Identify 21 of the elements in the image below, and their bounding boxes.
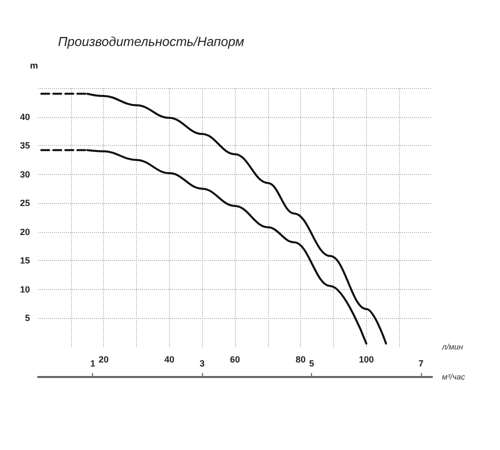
y-tick-label: 10 — [20, 284, 30, 294]
x-tick-label: 20 — [98, 354, 109, 364]
x2-tick-label: 7 — [418, 358, 424, 368]
y-tick-label: 35 — [20, 140, 30, 151]
y-tick-label: 30 — [20, 169, 30, 180]
y-tick-label: 5 — [24, 313, 30, 324]
y-tick-label: 15 — [20, 256, 30, 266]
y-tick-label: 25 — [20, 198, 30, 208]
x-tick-label: 60 — [230, 354, 240, 364]
y-axis-title: m — [30, 60, 38, 70]
x-tick-label: 40 — [164, 354, 174, 364]
x2-tick-label: 3 — [200, 358, 205, 368]
x-tick-label: 80 — [296, 354, 306, 364]
chart-title: Производительность/Напорм — [58, 34, 244, 49]
x2-tick-label: 5 — [309, 358, 314, 368]
x2-axis-title: м³/час — [442, 372, 465, 382]
x-tick-label: 100 — [358, 354, 374, 364]
y-tick-label: 20 — [20, 226, 30, 237]
x-axis-title: л/мин — [441, 342, 464, 352]
x2-tick-label: 1 — [90, 358, 96, 368]
y-tick-label: 40 — [20, 112, 30, 122]
